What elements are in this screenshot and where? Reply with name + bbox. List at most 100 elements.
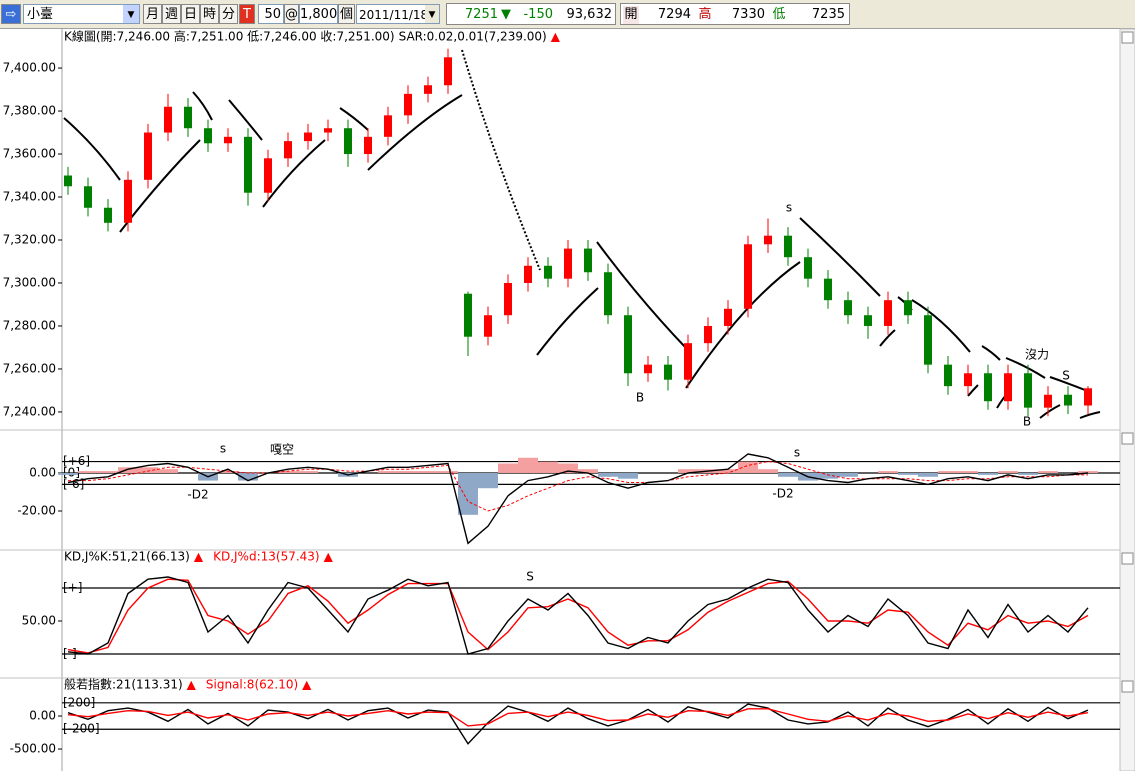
guide-label: [0] <box>63 465 80 479</box>
candle-body <box>1064 394 1072 406</box>
histogram-bar <box>478 472 498 489</box>
candle-body <box>884 300 892 326</box>
histogram-bar <box>958 471 978 473</box>
histogram-bar <box>798 472 818 481</box>
candle-body <box>184 106 192 129</box>
guide-label: [200] <box>63 695 95 709</box>
histogram-bar <box>938 471 958 473</box>
histogram-bar <box>78 471 98 473</box>
histogram-bar <box>378 471 398 473</box>
symbol-select[interactable]: 小臺 ▼ <box>23 4 140 24</box>
candle-body <box>784 235 792 258</box>
histogram-bar <box>978 472 998 475</box>
low-label: 低 <box>772 7 786 22</box>
quote-box: 7251 ▼ -150 93,632 <box>446 3 616 25</box>
candle-body <box>904 300 912 316</box>
dropdown-arrow[interactable]: ▼ <box>425 5 439 23</box>
candle-body <box>444 57 452 86</box>
histogram-bar <box>618 472 638 479</box>
annotation: s <box>786 201 792 215</box>
candle-body <box>864 315 872 326</box>
low: 7235 <box>811 7 845 22</box>
histogram-bar <box>498 463 518 473</box>
candle-body <box>724 308 732 326</box>
histogram-bar <box>738 461 758 473</box>
candle-body <box>404 93 412 116</box>
candle-body <box>164 106 172 133</box>
dropdown-arrow[interactable]: ▼ <box>123 5 139 23</box>
candle-body <box>244 136 252 193</box>
panel-header: ▲ <box>187 678 197 692</box>
series-line <box>68 461 1088 512</box>
candle-body <box>1044 394 1052 408</box>
candle-body <box>704 325 712 344</box>
annotation: 沒力 <box>1025 348 1049 362</box>
frame <box>0 28 1135 771</box>
candle-body <box>964 373 972 387</box>
period-button[interactable]: 分 <box>219 4 238 24</box>
histogram-bar <box>718 469 738 473</box>
y-tick-label: 7,340.00 <box>3 190 56 204</box>
trend-lines <box>63 49 1101 419</box>
histogram-bar <box>198 472 218 481</box>
nav-button[interactable]: ⇨ <box>1 4 21 24</box>
annotation: -D2 <box>187 488 208 502</box>
candle-body <box>464 293 472 337</box>
date: 2011/11/18 <box>359 8 429 22</box>
y-tick-label: -20.00 <box>17 504 56 518</box>
histogram-bar <box>518 457 538 473</box>
candle-body <box>744 244 752 309</box>
guide-label: [+6] <box>63 454 90 468</box>
panel: 50.00 [+] [-] S KD,J%K:51,21(66.13) ▲ KD,J%d:1… <box>22 550 1120 661</box>
tick-button[interactable]: T <box>239 4 255 24</box>
candle-body <box>144 132 152 180</box>
date-select[interactable]: 2011/11/18 ▼ <box>356 4 440 24</box>
histogram-bar <box>1038 471 1058 473</box>
ohl-box: 開 7294 高 7330 低 7235 <box>620 3 850 25</box>
series-line <box>67 703 1089 745</box>
count-input[interactable]: 50 <box>258 4 284 24</box>
guide-label: [-6] <box>63 477 84 491</box>
candle-body <box>544 265 552 279</box>
annotation: B <box>1023 415 1031 429</box>
annotation: s <box>794 446 800 460</box>
panel-header: KD,J%d:13(57.43) <box>213 550 320 564</box>
histogram-bar <box>818 472 838 479</box>
candle-body <box>644 364 652 374</box>
y-tick-label: -500.00 <box>10 742 56 756</box>
panel-header: Signal:8(62.10) <box>206 678 298 692</box>
panel-header: KD,J%K:51,21(66.13) <box>64 550 190 564</box>
candle-body <box>984 373 992 402</box>
unit-label: 個 <box>338 4 355 24</box>
histogram-bar <box>338 472 358 477</box>
series-line <box>67 453 1089 545</box>
guide-label: [-] <box>63 647 77 661</box>
high: 7330 <box>731 7 765 22</box>
candle-body <box>224 136 232 144</box>
shares-input[interactable]: 1,800 <box>299 4 338 24</box>
y-tick-label: 7,380.00 <box>3 104 56 118</box>
annotation: -D2 <box>772 487 793 501</box>
histogram-bar <box>118 467 138 473</box>
histogram-bar <box>898 472 918 475</box>
panel-header: ▲ <box>551 30 561 44</box>
candle-body <box>944 364 952 387</box>
y-tick-label: 7,260.00 <box>3 361 56 375</box>
period-button[interactable]: 日 <box>181 4 200 24</box>
candle-body <box>84 186 92 208</box>
histogram-bar <box>558 463 578 473</box>
candle-body <box>324 128 332 133</box>
y-tick-label: 7,280.00 <box>3 318 56 332</box>
period-button[interactable]: 月 <box>143 4 162 24</box>
panel-header: ▲ <box>324 550 334 564</box>
candle-body <box>424 85 432 94</box>
y-tick-label: 7,300.00 <box>3 275 56 289</box>
period-button[interactable]: 週 <box>162 4 181 24</box>
candle-body <box>924 315 932 365</box>
histogram-bar <box>138 467 158 473</box>
period-button[interactable]: 時 <box>200 4 219 24</box>
y-tick-label: 7,400.00 <box>3 61 56 75</box>
y-tick-label: 7,360.00 <box>3 147 56 161</box>
histogram-bar <box>758 469 778 473</box>
symbol: 小臺 <box>27 7 54 22</box>
